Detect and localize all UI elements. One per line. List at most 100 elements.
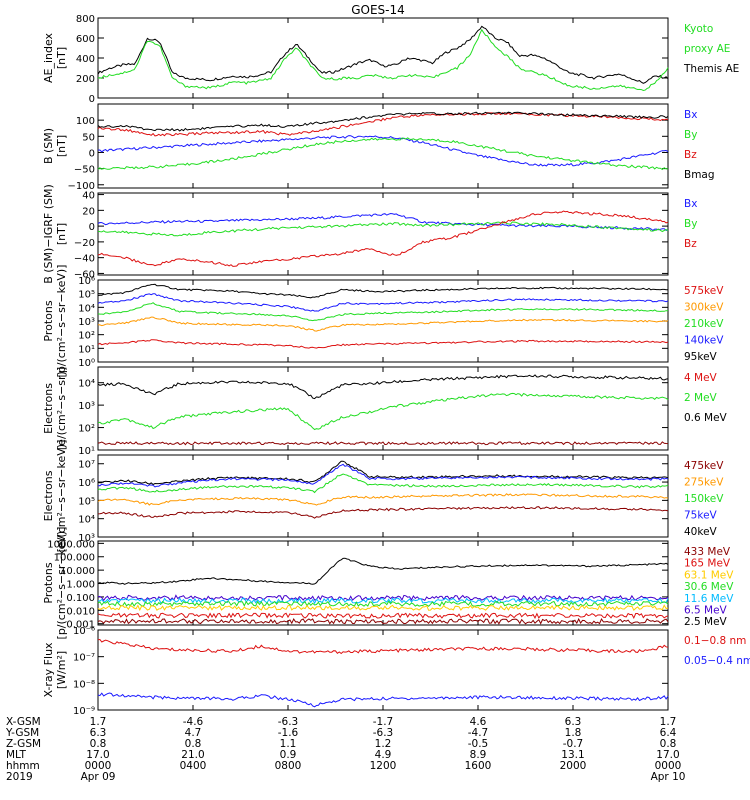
legend-entry: Bx xyxy=(684,109,697,121)
ephemeris-value: 0800 xyxy=(275,760,302,772)
series-line xyxy=(97,604,669,612)
legend-entry: Kyoto xyxy=(684,23,713,35)
legend-entry: Bx xyxy=(684,198,697,210)
y-tick-label: −20 xyxy=(74,238,95,249)
series-line xyxy=(97,374,669,400)
y-tick-label: 10³ xyxy=(78,401,95,412)
y-tick-label: 10⁻⁸ xyxy=(73,679,95,690)
ephemeris-row-label: MLT xyxy=(6,749,26,761)
y-tick-label: −100 xyxy=(68,181,95,192)
panel-ylabel: AE_index[nT] xyxy=(42,32,68,83)
y-tick-label: 10⁴ xyxy=(78,303,95,314)
y-tick-label: 10⁴ xyxy=(78,515,95,526)
panel-frame xyxy=(97,454,669,538)
series-line xyxy=(97,441,669,446)
y-tick-label: 10⁰ xyxy=(78,358,95,369)
panel-ylabel: X-ray Flux[W/m²] xyxy=(42,642,68,698)
series-line xyxy=(97,210,669,267)
legend-entry: 63.1 MeV xyxy=(684,569,734,581)
legend-entry: 140keV xyxy=(684,334,724,346)
ylabel-line: [nT] xyxy=(55,223,68,245)
ephemeris-row-label: X-GSM xyxy=(6,716,41,728)
series-line xyxy=(97,493,669,506)
ylabel-line: X-ray Flux xyxy=(42,642,55,698)
ephemeris-row-label: Y-GSM xyxy=(5,727,39,739)
legend-entry: 433 MeV xyxy=(684,546,731,558)
series-line xyxy=(97,137,669,171)
y-tick-label: 10.000 xyxy=(60,566,95,577)
panel-ylabel: Protons[p/(cm²−s−sr−keV)] xyxy=(42,527,68,640)
legend-entry: 300keV xyxy=(684,301,724,313)
y-tick-label: 10⁻⁷ xyxy=(73,653,95,664)
series-line xyxy=(97,112,669,137)
ephemeris-value: 8.9 xyxy=(470,749,487,761)
series-line xyxy=(97,473,669,494)
y-tick-label: 10⁶ xyxy=(78,276,95,287)
y-tick-label: 100.000 xyxy=(54,553,95,564)
series-line xyxy=(97,221,669,237)
series-line xyxy=(97,557,669,585)
ephemeris-value: -6.3 xyxy=(373,727,394,739)
series-line xyxy=(97,25,669,84)
ephemeris-value: -1.7 xyxy=(373,716,394,728)
legend-entry: 6.5 MeV xyxy=(684,604,728,616)
ylabel-line: B (SM)−IGRF (SM) xyxy=(42,184,55,284)
ephemeris-value: 1600 xyxy=(465,760,492,772)
ylabel-line: [W/m²] xyxy=(55,651,68,689)
legend-entry: 575keV xyxy=(684,285,724,297)
panel-electrons_mev: 10¹ 10² 10³ 10⁴ Electrons[e/(cm²−s−sr)] 4 MeV… xyxy=(42,366,728,457)
y-tick-label: −40 xyxy=(74,254,95,265)
legend-entry: 0.1−0.8 nm xyxy=(684,635,746,647)
y-tick-label: 10³ xyxy=(78,533,95,544)
ephemeris-value: Apr 10 xyxy=(651,771,686,783)
y-tick-label: −60 xyxy=(74,269,95,280)
ephemeris-value: 6.3 xyxy=(90,727,107,739)
series-line xyxy=(97,460,669,486)
ylabel-line: Protons xyxy=(42,562,55,603)
ylabel-line: [e/(cm²−s−sr)] xyxy=(55,367,68,450)
y-tick-label: 10⁶ xyxy=(78,478,95,489)
ylabel-line: [p/(cm²−s−sr−keV)] xyxy=(55,265,68,378)
legend-entry: 275keV xyxy=(684,476,724,488)
legend-entry: 0.05−0.4 nm xyxy=(684,655,750,667)
legend-entry: Bz xyxy=(684,238,697,250)
panel-ylabel: Electrons[e/(cm²−s−sr)] xyxy=(42,367,68,450)
ephemeris-value: 1.1 xyxy=(280,738,297,750)
legend-entry: 475keV xyxy=(684,460,724,472)
panel-protons_mev: 0.001 0.010 0.100 1.000 10.000 100.000 1000.00… xyxy=(42,527,734,640)
legend-entry: 0.6 MeV xyxy=(684,412,728,424)
series-line xyxy=(97,283,668,299)
ephemeris-value: 17.0 xyxy=(86,749,109,761)
y-tick-label: 600 xyxy=(76,34,95,45)
series-line xyxy=(97,600,669,607)
ephemeris-value: 0.8 xyxy=(185,738,202,750)
y-tick-label: 0.100 xyxy=(66,593,95,604)
series-line xyxy=(97,316,669,332)
panel-electrons_kev: 10³ 10⁴ 10⁵ 10⁶ 10⁷ Electrons[e/(cm²−s−sr−keV… xyxy=(42,440,724,553)
panel-protons_kev: 10⁰ 10¹ 10² 10³ 10⁴ 10⁵ 10⁶ Protons[p/(cm²−s−sr… xyxy=(42,265,724,378)
y-tick-label: 0 xyxy=(89,94,95,105)
legend-entry: 165 MeV xyxy=(684,558,731,570)
series-line xyxy=(97,506,669,519)
ephemeris-value: 4.9 xyxy=(375,749,392,761)
y-tick-label: 1.000 xyxy=(66,580,95,591)
ephemeris-row-label: hhmm xyxy=(6,760,40,772)
panel-bsm: −100 −50 0 50 100 B (SM)[nT] Bx By Bz Bmag xyxy=(42,103,715,192)
y-tick-label: 800 xyxy=(76,14,95,25)
ephemeris-value: 0000 xyxy=(85,760,112,772)
ephemeris-value: 1.7 xyxy=(90,716,107,728)
ephemeris-value: 0.8 xyxy=(90,738,107,750)
legend-entry: By xyxy=(684,129,697,141)
series-line xyxy=(97,339,669,349)
y-tick-label: 0.010 xyxy=(66,606,95,617)
legend-entry: Bz xyxy=(684,149,697,161)
panel-xray: 10⁻⁹ 10⁻⁸ 10⁻⁷ 10⁻⁶ X-ray Flux[W/m²] 0.1−0.8 … xyxy=(42,626,750,717)
ephemeris-value: -6.3 xyxy=(278,716,299,728)
panel-ae: 0 200 400 600 800 AE_index[nT] Kyoto proxy AE Th… xyxy=(42,14,739,105)
series-line xyxy=(97,638,669,655)
ylabel-line: [p/(cm²−s−sr−keV)] xyxy=(55,527,68,640)
ephemeris-value: 1.8 xyxy=(565,727,582,739)
panel-ylabel: Protons[p/(cm²−s−sr−keV)] xyxy=(42,265,68,378)
ephemeris-row-label: Z-GSM xyxy=(6,738,41,750)
y-tick-label: 10⁵ xyxy=(78,496,95,507)
